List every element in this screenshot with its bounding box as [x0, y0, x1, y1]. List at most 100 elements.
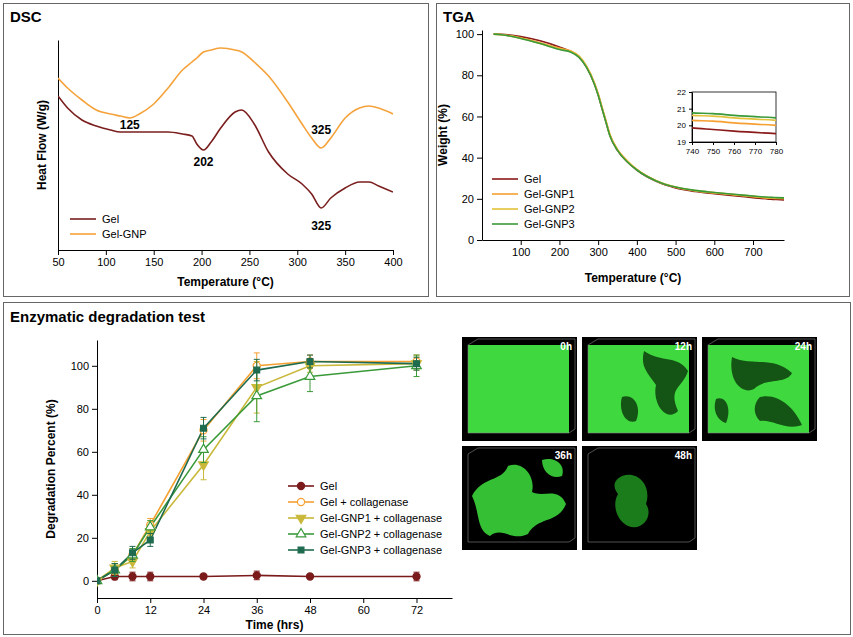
tick: 150 [145, 250, 163, 268]
inset-series-line [692, 92, 776, 120]
tick: 600 [706, 240, 724, 258]
error-bar [112, 564, 118, 577]
data-point [97, 575, 102, 583]
tick-mark [521, 240, 522, 245]
micrograph-background [462, 446, 577, 550]
tick-mark [363, 598, 364, 603]
panel-title: DSC [10, 8, 42, 25]
micrograph-gel [542, 459, 563, 477]
tick: 40 [462, 152, 482, 164]
tick-label: 20 [77, 532, 89, 544]
series-line [494, 34, 784, 200]
tick-label: 350 [336, 256, 354, 268]
tick-label: 200 [193, 256, 211, 268]
legend-swatch [492, 223, 518, 225]
tick-mark [559, 240, 560, 245]
tick: 36 [251, 598, 263, 616]
chart: 100200300400500600700020406080100TGATemp… [0, 0, 785, 285]
legend-item: Gel-GNP2 + collagenase [288, 528, 442, 540]
tick-label: 48 [304, 604, 316, 616]
tick-mark [689, 142, 692, 143]
data-point [129, 573, 136, 580]
axis-line [482, 31, 483, 241]
tick-mark [257, 598, 258, 603]
data-point [130, 550, 136, 556]
legend-item: Gel [288, 480, 337, 492]
y-axis: 0 20 40 60 80 100 [456, 28, 483, 246]
tick: 350 [336, 250, 354, 268]
micrograph-label: 0h [560, 341, 572, 352]
panel-frame [4, 4, 429, 297]
tick-mark [689, 109, 692, 110]
tick-label: 12 [145, 604, 157, 616]
tick-label: 50 [52, 256, 64, 268]
tick-label: 300 [589, 246, 607, 258]
micrograph: 24h [702, 337, 817, 441]
tick-mark [477, 199, 482, 200]
micrograph-gel [708, 345, 809, 433]
tick: 770 [749, 142, 763, 156]
inset-plot-area [692, 92, 776, 134]
axis-line [97, 341, 98, 599]
data-point [97, 577, 101, 584]
tick: 250 [241, 250, 259, 268]
tick-label: 100 [512, 246, 530, 258]
annotation: 202 [193, 155, 213, 169]
legend-swatch [492, 208, 518, 210]
data-point [199, 462, 209, 470]
data-point [252, 390, 262, 398]
tick-label: 60 [462, 110, 474, 122]
legend-label: Gel-GNP1 + collagenase [320, 512, 442, 524]
tick-mark [689, 125, 692, 126]
micrograph-label: 36h [555, 450, 572, 461]
tick: 19 [677, 138, 692, 147]
micrograph-box [468, 339, 575, 433]
tick-label: 60 [358, 604, 370, 616]
legend-item: Gel + collagenase [288, 496, 408, 508]
tick: 72 [411, 598, 423, 616]
legend-item: Gel-GNP3 + collagenase [288, 544, 442, 556]
tick-mark [92, 581, 97, 582]
data-point [97, 577, 101, 584]
error-bar [147, 572, 153, 581]
data-point [254, 367, 260, 373]
error-bar [307, 355, 313, 368]
tick-mark [689, 92, 692, 93]
panel-title: TGA [443, 8, 475, 25]
tick-label: 0 [468, 234, 474, 246]
tick: 60 [358, 598, 370, 616]
legend-label: Gel-GNP2 [524, 203, 575, 215]
tick-label: 100 [456, 28, 474, 40]
tick: 760 [728, 142, 742, 156]
micrograph: 36h [462, 446, 577, 550]
tick-mark [92, 452, 97, 453]
micrograph: 12h [582, 337, 697, 441]
tick-label: 20 [462, 193, 474, 205]
inset-series-line [692, 92, 776, 125]
tick-mark [477, 158, 482, 159]
tick: 80 [462, 69, 482, 81]
tick: 48 [304, 598, 316, 616]
panel-title: Enzymatic degradation test [10, 308, 205, 325]
tick-mark [477, 34, 482, 35]
data-point [201, 425, 207, 431]
legend: GelGel-GNP [70, 213, 147, 240]
tick-mark [154, 250, 155, 255]
tick-mark [713, 142, 714, 145]
legend-marker [297, 482, 304, 489]
tick: 400 [384, 250, 402, 268]
tick-mark [417, 598, 418, 603]
data-point [97, 578, 100, 584]
y-axis-title: Heat Flow (W/g) [35, 100, 49, 190]
figure: 50100150200250300350400DSCTemperature (°… [0, 0, 853, 637]
tick-mark [310, 598, 311, 603]
micrograph-box [588, 339, 695, 433]
data-point [306, 573, 313, 580]
error-bar [201, 417, 207, 439]
legend-marker [297, 498, 304, 505]
tick: 50 [52, 250, 64, 268]
tick: 300 [289, 250, 307, 268]
tick-label: 80 [77, 403, 89, 415]
legend-swatch [70, 218, 96, 220]
tick-label: 400 [628, 246, 646, 258]
